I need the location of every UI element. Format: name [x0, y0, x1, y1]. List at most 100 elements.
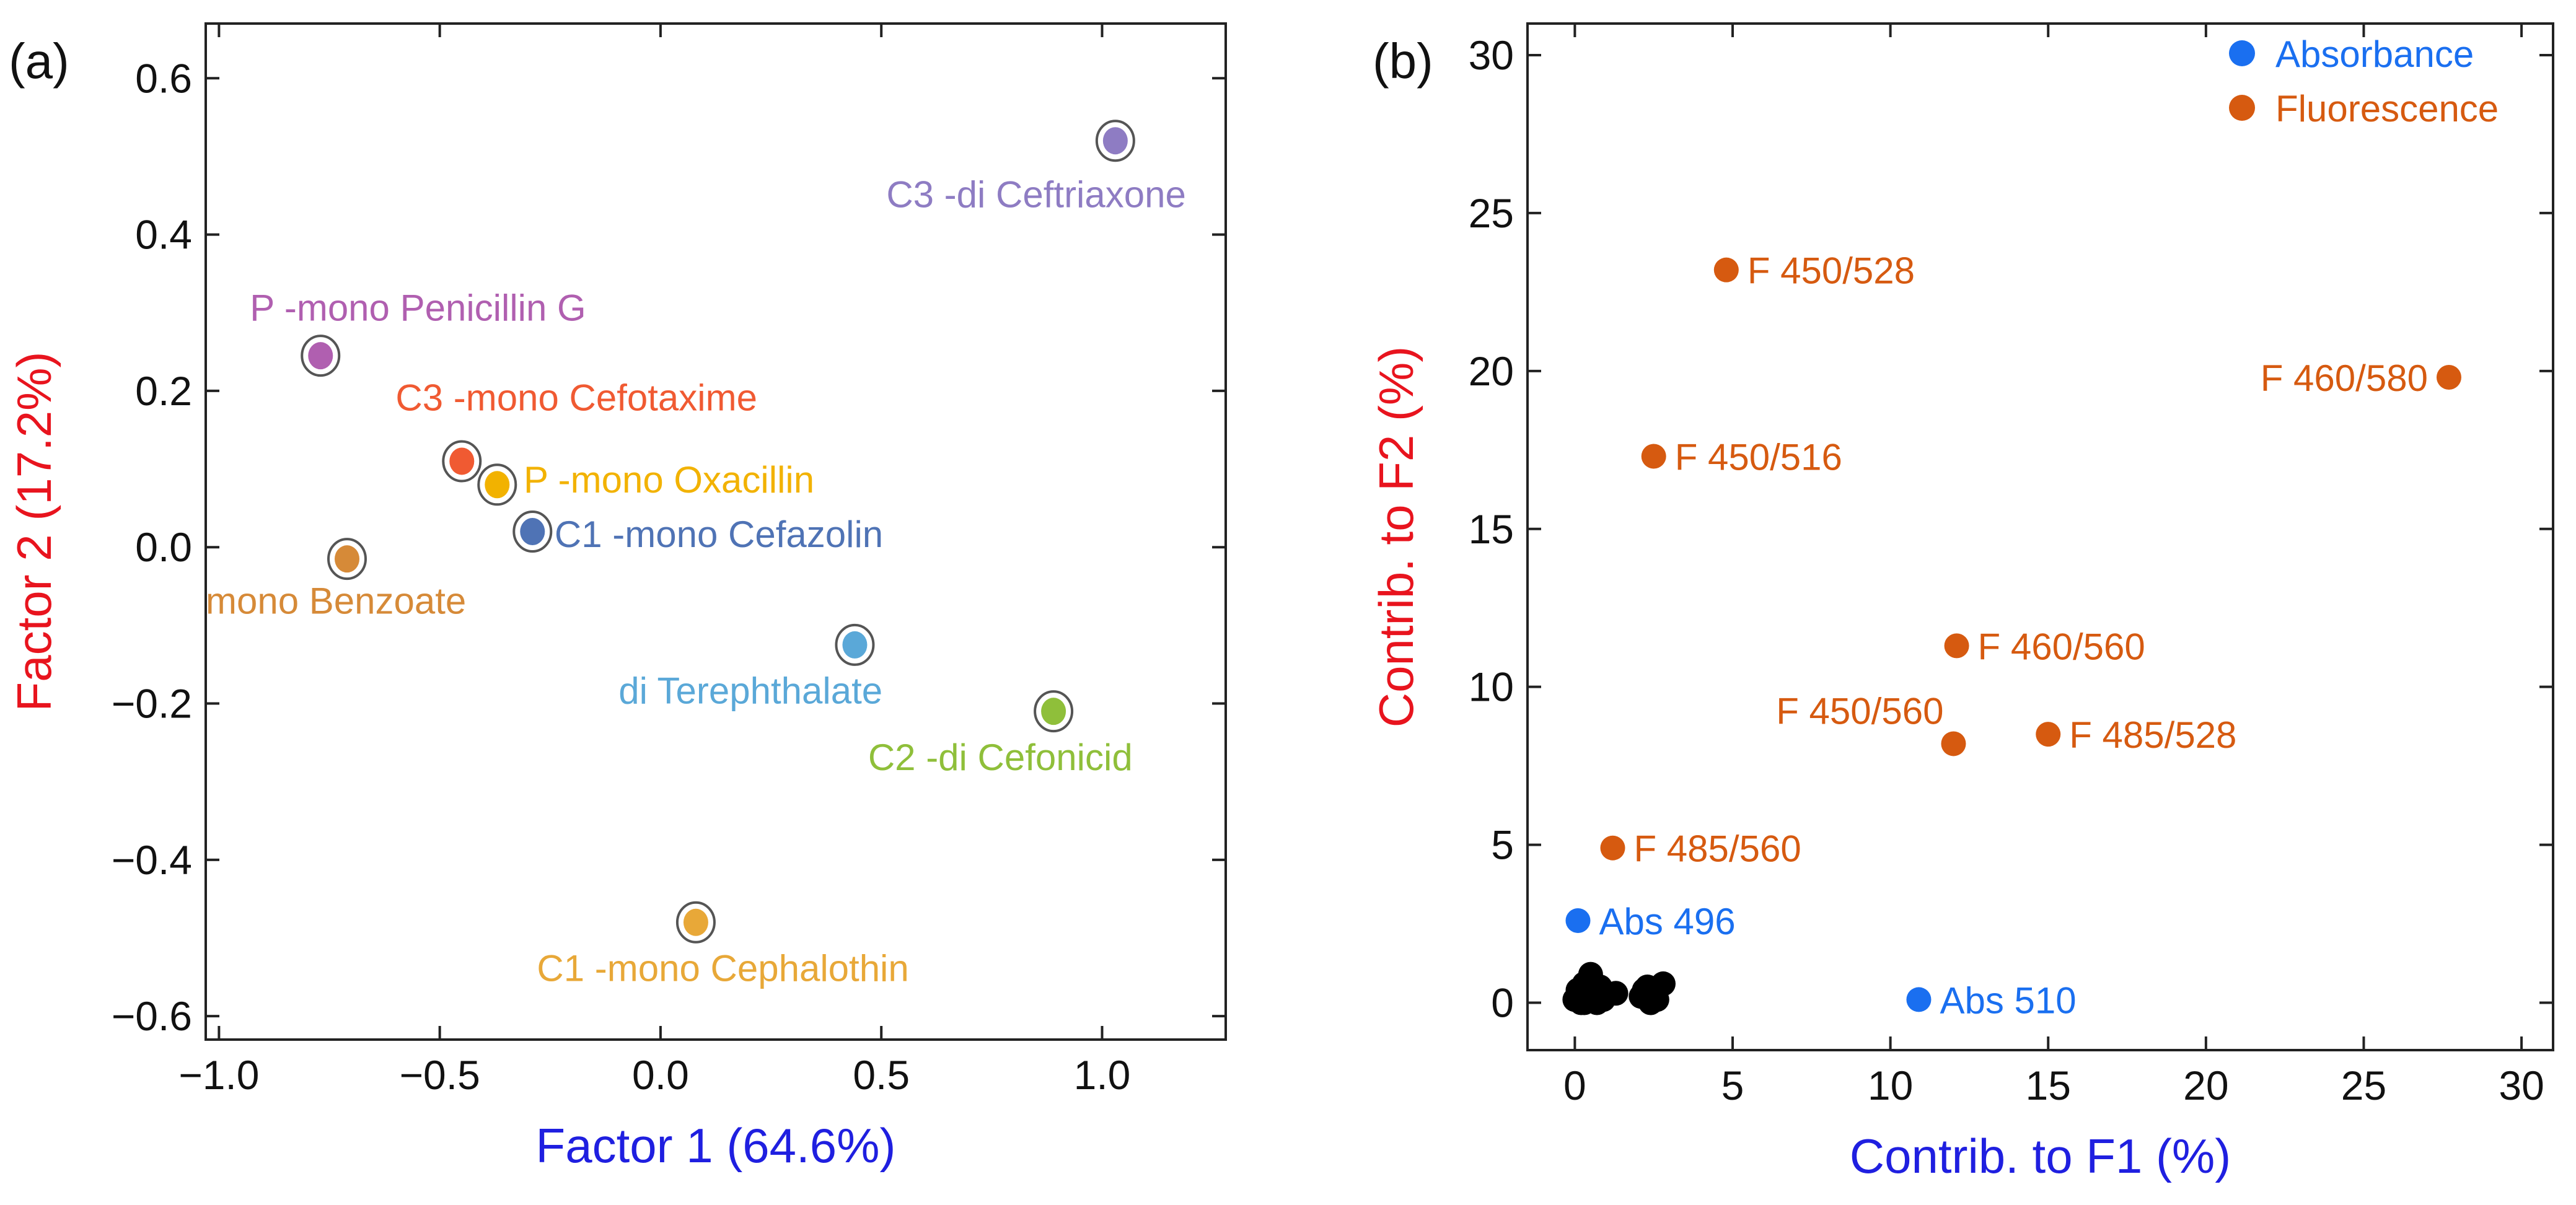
panel-a-y-tick-label: 0.2 — [135, 368, 192, 414]
panel-a: −1.0 −0.5 0.0 0.5 1.0 −0.6 −0.4 −0.2 0.0 0.2 0.4 0.… — [7, 22, 1227, 1173]
contribution-point — [1603, 981, 1629, 1006]
legend-marker — [2229, 95, 2255, 121]
contribution-point-label: F 460/580 — [2261, 357, 2428, 399]
confidence-ellipse — [512, 510, 553, 553]
contribution-point-label: Abs 496 — [1599, 901, 1735, 942]
panel-a-x-tick-label: −0.5 — [400, 1052, 480, 1098]
panel-b-y-tick-label: 20 — [1469, 348, 1514, 394]
contribution-point — [1600, 835, 1625, 861]
contribution-point-label: F 450/560 — [1776, 690, 1943, 732]
confidence-ellipse — [1095, 120, 1135, 162]
panel-b-plot-frame — [1526, 22, 2554, 1051]
panel-b-x-tick-label: 5 — [1721, 1063, 1744, 1108]
score-point-group: di Terephthalate — [618, 623, 882, 712]
panel-a-plot-frame — [204, 22, 1227, 1041]
panel-a-y-tick-label: −0.2 — [112, 681, 192, 727]
panel-b-y-tick-label: 0 — [1491, 980, 1514, 1026]
contribution-point — [1641, 444, 1666, 469]
contribution-point — [1944, 633, 1969, 659]
score-point — [1102, 127, 1128, 155]
panel-b-y-tick-label: 25 — [1469, 190, 1514, 236]
score-point-group: C3 -di Ceftriaxone — [886, 120, 1186, 215]
panel-a-y-tick-label: −0.4 — [112, 837, 192, 883]
legend-label: Fluorescence — [2275, 88, 2499, 129]
score-point-label: C3 -mono Cefotaxime — [395, 377, 757, 418]
panel-a-letter: (a) — [9, 33, 69, 89]
panel-b-y-tick-label: 15 — [1469, 506, 1514, 552]
confidence-ellipse — [327, 538, 367, 581]
contribution-point — [2036, 722, 2061, 747]
panel-b-y-axis-title: Contrib. to F2 (%) — [1369, 346, 1423, 728]
score-point-label: mono Benzoate — [206, 580, 466, 621]
score-point-group: C1 -mono Cephalothin — [537, 901, 909, 989]
score-point — [485, 471, 510, 499]
score-point-label: C1 -mono Cephalothin — [537, 947, 908, 989]
panel-b-x-tick-label: 0 — [1563, 1063, 1586, 1108]
panel-b-x-tick-label: 30 — [2499, 1063, 2544, 1108]
confidence-ellipse — [675, 901, 716, 944]
contribution-point — [1650, 971, 1676, 996]
score-point-group: P -mono Oxacillin — [477, 459, 814, 506]
confidence-ellipse — [835, 623, 875, 666]
contribution-point-label: Abs 510 — [1940, 979, 2076, 1021]
score-point-label: C2 -di Cefonicid — [868, 737, 1133, 778]
panel-b-x-axis-title: Contrib. to F1 (%) — [1850, 1129, 2231, 1183]
panel-a-y-tick-label: 0.6 — [135, 55, 192, 101]
panel-a-x-tick-label: 0.5 — [853, 1052, 910, 1098]
score-point — [842, 631, 868, 659]
panel-a-x-tick-label: 0.0 — [632, 1052, 689, 1098]
confidence-ellipse — [442, 440, 482, 483]
score-point-label: di Terephthalate — [618, 670, 882, 712]
score-point-group: mono Benzoate — [206, 538, 466, 621]
panel-a-x-tick-label: −1.0 — [178, 1052, 259, 1098]
score-point — [683, 908, 708, 936]
panel-b-x-tick-label: 20 — [2183, 1063, 2228, 1108]
panel-b: 0 5 10 15 20 25 30 0 5 10 15 20 25 30 Contrib. to F1 (… — [1369, 22, 2554, 1183]
score-point — [335, 545, 360, 573]
panel-b-x-tick-label: 10 — [1868, 1063, 1913, 1108]
panel-b-y-tick-label: 5 — [1491, 822, 1514, 868]
score-point — [1041, 698, 1066, 725]
contribution-point-label: F 450/528 — [1747, 250, 1915, 292]
score-point-group: C2 -di Cefonicid — [868, 690, 1133, 778]
score-point — [308, 342, 333, 370]
panel-a-y-tick-label: 0.0 — [135, 524, 192, 570]
contribution-point — [1565, 908, 1591, 933]
contribution-point-label: F 460/560 — [1978, 626, 2145, 667]
panel-a-x-tick-label: 1.0 — [1074, 1052, 1131, 1098]
contribution-point — [1941, 731, 1966, 756]
panel-b-letter: (b) — [1373, 33, 1433, 89]
legend-label: Absorbance — [2275, 33, 2474, 75]
panel-a-y-tick-label: −0.6 — [112, 993, 192, 1039]
score-point-label: C1 -mono Cefazolin — [555, 514, 883, 555]
contribution-point — [1581, 971, 1606, 996]
contribution-point — [2436, 365, 2461, 390]
score-point-label: C3 -di Ceftriaxone — [886, 173, 1186, 215]
legend-marker — [2229, 40, 2255, 66]
score-point-label: P -mono Penicillin G — [250, 287, 586, 328]
score-point-label: P -mono Oxacillin — [524, 459, 814, 501]
panel-a-y-tick-label: 0.4 — [135, 212, 192, 258]
score-point-group: C1 -mono Cefazolin — [512, 510, 883, 555]
contribution-point — [1906, 987, 1932, 1012]
confidence-ellipse — [1034, 690, 1074, 733]
score-point-group: P -mono Penicillin G — [250, 287, 586, 377]
score-point-group: C3 -mono Cefotaxime — [395, 377, 757, 483]
contribution-point-label: F 450/516 — [1675, 436, 1842, 478]
panel-b-x-tick-label: 25 — [2341, 1063, 2386, 1108]
panel-a-y-axis-title: Factor 2 (17.2%) — [7, 352, 61, 712]
panel-a-x-axis-title: Factor 1 (64.6%) — [536, 1118, 896, 1173]
confidence-ellipse — [477, 463, 517, 506]
score-point — [449, 447, 475, 475]
contribution-point-label: F 485/528 — [2069, 714, 2236, 756]
contribution-point — [1713, 257, 1739, 283]
panel-b-y-tick-label: 10 — [1469, 664, 1514, 710]
contribution-point — [1572, 990, 1597, 1015]
confidence-ellipse — [301, 335, 341, 377]
contribution-point — [1632, 978, 1657, 1003]
contribution-point-label: F 485/560 — [1633, 828, 1801, 870]
score-point — [520, 518, 545, 545]
legend: Absorbance Fluorescence — [2229, 33, 2499, 129]
panel-b-y-tick-label: 30 — [1469, 32, 1514, 78]
